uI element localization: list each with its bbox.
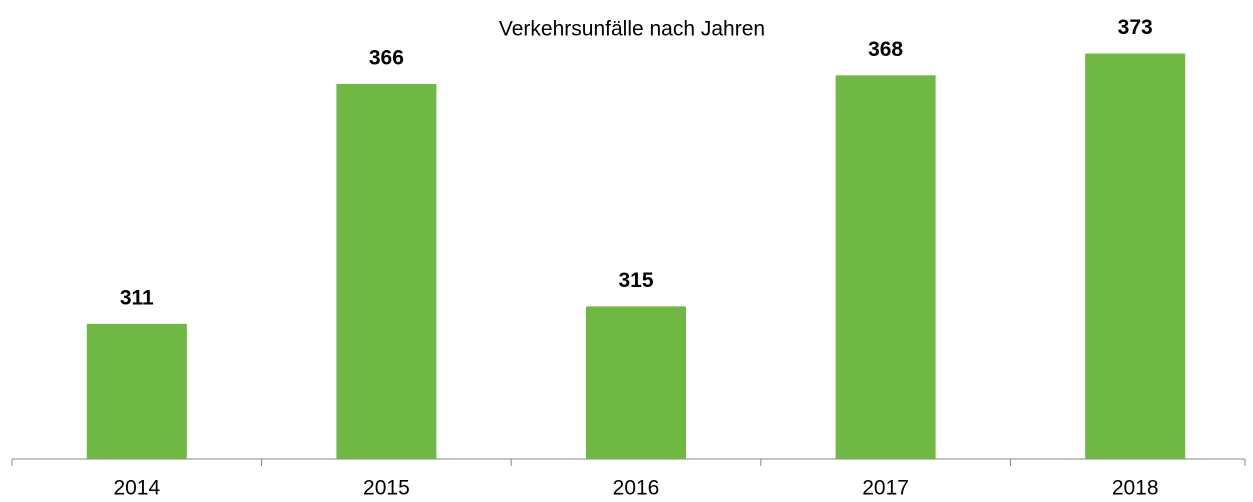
bar: [336, 84, 437, 459]
x-tick-label: 2016: [613, 477, 660, 500]
bar: [835, 75, 936, 459]
value-label: 373: [1118, 16, 1153, 39]
x-tick-label: 2018: [1112, 477, 1159, 500]
value-label: 315: [618, 269, 653, 292]
value-label: 368: [868, 38, 903, 61]
bar: [1085, 53, 1186, 460]
value-label: 366: [369, 47, 404, 70]
chart-title: Verkehrsunfälle nach Jahren: [499, 18, 765, 41]
x-tick-label: 2017: [862, 477, 909, 500]
bar: [86, 323, 187, 459]
bar: [586, 306, 686, 459]
x-tick-label: 2015: [363, 477, 410, 500]
x-tick-label: 2014: [113, 477, 160, 500]
value-label: 311: [120, 286, 154, 309]
